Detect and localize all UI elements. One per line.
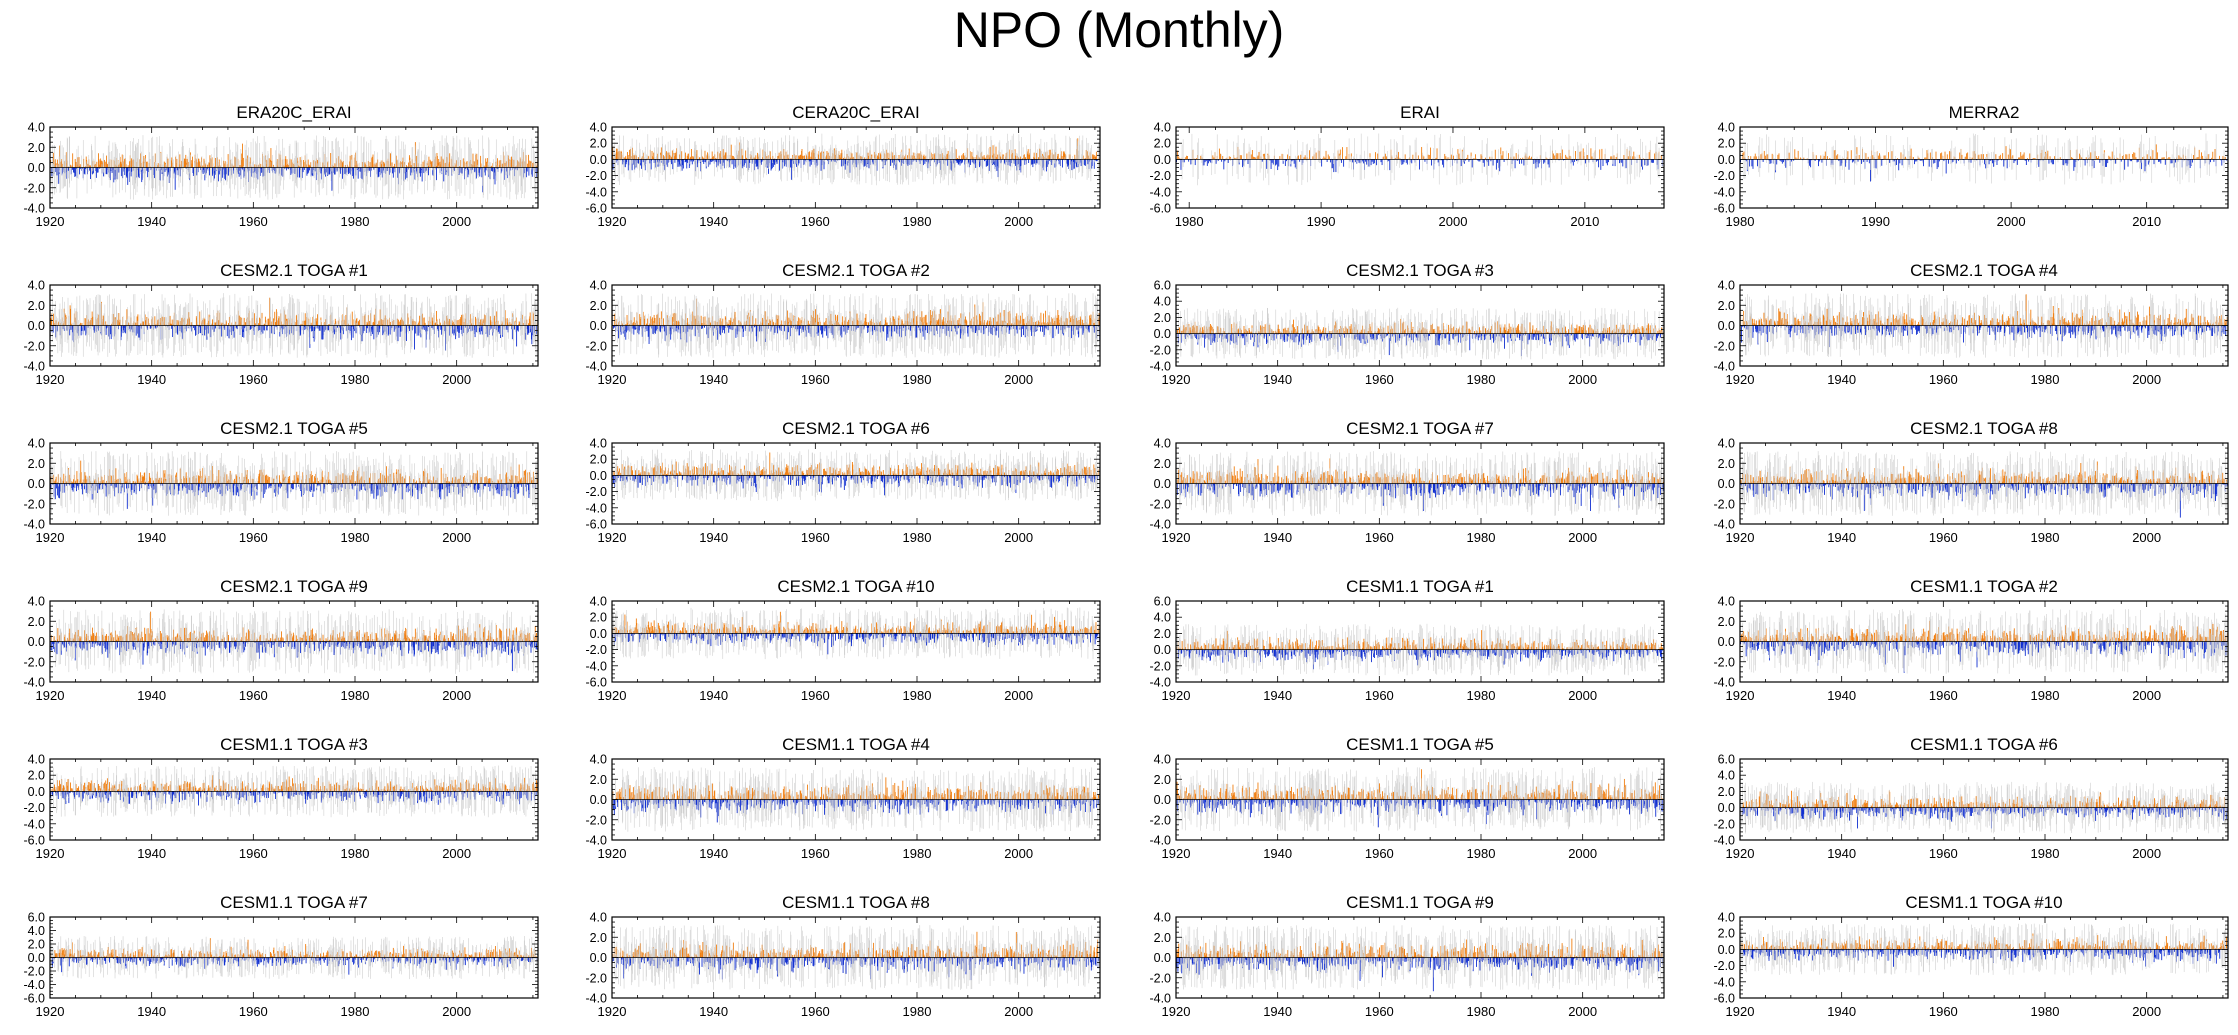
- y-tick-label: 4.0: [590, 121, 607, 135]
- x-tick-label: 1980: [341, 214, 370, 229]
- x-tick-label: 1960: [239, 214, 268, 229]
- x-tick-label: 2010: [2132, 214, 2161, 229]
- x-tick-label: 1940: [137, 214, 166, 229]
- y-tick-label: 0.0: [1718, 153, 1735, 167]
- x-tick-label: 2010: [1570, 214, 1599, 229]
- y-tick-label: 4.0: [1154, 121, 1171, 135]
- y-axis: 4.0 2.0 0.0 -2.0 -4.0 -6.0: [1149, 121, 1664, 216]
- y-tick-label: -6.0: [1713, 202, 1735, 216]
- y-tick-label: 2.0: [28, 141, 45, 155]
- y-tick-label: 2.0: [590, 137, 607, 151]
- x-tick-label: 1920: [598, 214, 627, 229]
- y-tick-label: -4.0: [1149, 185, 1171, 199]
- x-tick-label: 1960: [801, 214, 830, 229]
- y-tick-label: 4.0: [28, 121, 45, 135]
- panel-title: ERAI: [1400, 103, 1440, 122]
- x-axis: 1980 1990 2000 2010: [1726, 127, 2229, 229]
- bar-series: [1740, 144, 2228, 182]
- y-tick-label: -2.0: [1149, 169, 1171, 183]
- y-axis: 4.0 2.0 0.0 -2.0 -4.0: [23, 121, 538, 216]
- y-tick-label: 0.0: [1154, 153, 1171, 167]
- page-title: NPO (Monthly): [0, 0, 2238, 60]
- x-tick-label: 1980: [1175, 214, 1204, 229]
- y-tick-label: -2.0: [23, 181, 45, 195]
- y-axis: 4.0 2.0 0.0 -2.0 -4.0 -6.0: [585, 121, 1100, 216]
- ensemble-spread: [1181, 133, 1663, 186]
- y-tick-label: -6.0: [585, 202, 607, 216]
- y-tick-label: -2.0: [1713, 169, 1735, 183]
- plot-frame: [1739, 126, 2229, 209]
- y-tick-label: 2.0: [1154, 137, 1171, 151]
- y-tick-label: -4.0: [585, 185, 607, 199]
- x-tick-label: 1990: [1307, 214, 1336, 229]
- x-tick-label: 1940: [699, 214, 728, 229]
- ensemble-spread: [1743, 133, 2228, 186]
- x-axis: 1920 1940 1960 1980 2000: [598, 127, 1096, 229]
- panel-title: CERA20C_ERAI: [792, 103, 920, 122]
- y-tick-label: 0.0: [590, 153, 607, 167]
- x-tick-label: 1980: [1726, 214, 1755, 229]
- y-tick-label: -6.0: [1149, 202, 1171, 216]
- panel-3: ERAI 4.0 2.0 0.0 -2.0 -4.0 -6.0 1980 1990 2000 201…: [1149, 103, 1665, 229]
- y-tick-label: -2.0: [585, 169, 607, 183]
- ensemble-spread: [613, 133, 1101, 186]
- panel-title: ERA20C_ERAI: [236, 103, 351, 122]
- x-axis: 1920 1940 1960 1980 2000: [36, 127, 534, 229]
- x-tick-label: 1990: [1861, 214, 1890, 229]
- x-tick-label: 2000: [1004, 214, 1033, 229]
- y-tick-label: -4.0: [1713, 185, 1735, 199]
- x-tick-label: 1980: [903, 214, 932, 229]
- x-axis: 1980 1990 2000 2010: [1175, 127, 1665, 229]
- y-tick-label: 0.0: [28, 161, 45, 175]
- x-tick-label: 1920: [36, 214, 65, 229]
- x-tick-label: 2000: [1997, 214, 2026, 229]
- y-tick-label: 2.0: [1718, 137, 1735, 151]
- x-tick-label: 2000: [1439, 214, 1468, 229]
- y-axis: 4.0 2.0 0.0 -2.0 -4.0 -6.0: [1713, 121, 2228, 216]
- panel-title: MERRA2: [1949, 103, 2020, 122]
- y-tick-label: -4.0: [23, 202, 45, 216]
- x-tick-label: 2000: [442, 214, 471, 229]
- y-tick-label: 4.0: [1718, 121, 1735, 135]
- panel-title: CESM2.1 TOGA #1: [220, 261, 368, 280]
